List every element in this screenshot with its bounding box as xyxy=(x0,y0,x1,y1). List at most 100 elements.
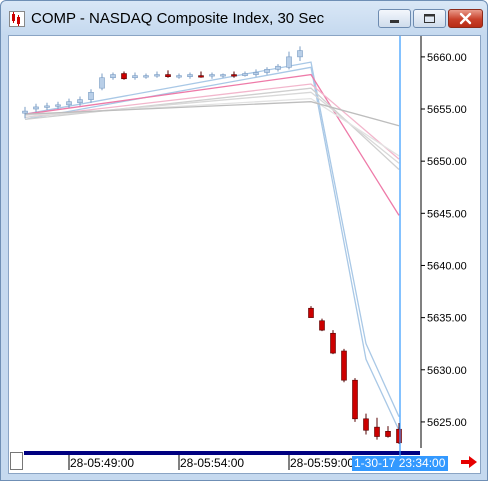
moving-average-line xyxy=(24,83,400,160)
time-axis-band xyxy=(24,451,420,455)
candle-body xyxy=(66,101,72,106)
y-tick-label: 5640.00 xyxy=(427,260,467,272)
candle-body xyxy=(330,332,336,354)
moving-average-line xyxy=(24,61,400,417)
moving-average-line xyxy=(24,91,400,164)
candle-body xyxy=(22,110,28,114)
candle xyxy=(253,69,259,77)
candlestick-chart[interactable]: 5660.00 5655.00 5650.00 5645.00 5640.00 5635.… xyxy=(9,36,480,473)
candle-body xyxy=(363,418,369,431)
scroll-thumb[interactable] xyxy=(10,452,23,470)
candle xyxy=(341,348,347,383)
x-tick-label: 28-05:49:00 xyxy=(70,456,134,470)
candle xyxy=(132,72,138,80)
candle-body xyxy=(187,74,193,77)
candle-body xyxy=(176,75,182,78)
candle xyxy=(209,72,215,79)
candle xyxy=(121,71,127,80)
candle xyxy=(33,103,39,113)
candle xyxy=(231,71,237,78)
candle xyxy=(198,71,204,78)
candle-body xyxy=(396,428,402,444)
candle-body xyxy=(275,65,281,70)
candle-body xyxy=(319,320,325,331)
y-tick-label: 5650.00 xyxy=(427,156,467,168)
candle xyxy=(374,417,380,440)
candle xyxy=(286,51,292,70)
scroll-right-arrow-icon[interactable] xyxy=(459,452,479,472)
candle xyxy=(330,330,336,355)
maximize-button[interactable] xyxy=(413,9,446,28)
candle xyxy=(176,73,182,79)
y-tick-label: 5655.00 xyxy=(427,104,467,116)
minimize-button[interactable] xyxy=(378,9,411,28)
cursor-time-label: 1-30-17 23:34:00 xyxy=(352,456,448,471)
candle xyxy=(308,306,314,318)
candle-body xyxy=(198,75,204,78)
candle-body xyxy=(374,426,380,437)
y-tick-label: 5660.00 xyxy=(427,52,467,64)
candle xyxy=(352,378,358,422)
candle xyxy=(220,73,226,78)
y-tick-label: 5630.00 xyxy=(427,365,467,377)
title-bar[interactable]: COMP - NASDAQ Composite Index, 30 Sec xyxy=(1,1,487,35)
candle xyxy=(187,72,193,79)
candle xyxy=(22,106,28,119)
candle-body xyxy=(132,75,138,79)
candle xyxy=(264,67,270,75)
x-tick-label: 28-05:54:00 xyxy=(180,456,244,470)
candle-body xyxy=(297,50,303,58)
chart-app-icon[interactable] xyxy=(9,11,25,27)
candle xyxy=(319,318,325,332)
close-button[interactable] xyxy=(448,9,483,28)
y-tick-label: 5645.00 xyxy=(427,208,467,220)
x-tick-label: 28-05:59:00 xyxy=(290,456,354,470)
y-tick-label: 5635.00 xyxy=(427,313,467,325)
candle-body xyxy=(220,74,226,77)
candle-body xyxy=(253,72,259,75)
candle xyxy=(165,70,171,78)
candle xyxy=(385,426,391,438)
candle-body xyxy=(341,350,347,381)
candle-body xyxy=(110,74,116,79)
moving-average-line xyxy=(24,66,400,431)
moving-average-line xyxy=(24,97,400,157)
window-title: COMP - NASDAQ Composite Index, 30 Sec xyxy=(31,10,325,27)
candle-body xyxy=(143,75,149,78)
candle-body xyxy=(231,74,237,77)
candle xyxy=(44,102,50,111)
candle-body xyxy=(308,307,314,318)
y-tick-label: 5625.00 xyxy=(427,417,467,429)
candle-body xyxy=(154,74,160,77)
candle xyxy=(396,422,402,444)
close-icon xyxy=(459,12,472,25)
minimize-icon xyxy=(390,20,399,23)
candle-body xyxy=(385,431,391,437)
moving-average-line xyxy=(24,101,400,127)
candle xyxy=(363,413,369,435)
candle xyxy=(154,71,160,78)
candle xyxy=(88,89,94,103)
candle xyxy=(275,64,281,72)
candle xyxy=(242,71,248,77)
candle xyxy=(110,72,116,80)
candle-body xyxy=(44,105,50,108)
candle-body xyxy=(242,73,248,76)
candle-body xyxy=(121,73,127,80)
candle-body xyxy=(77,99,83,104)
candle xyxy=(297,46,303,62)
moving-average-line xyxy=(24,73,400,216)
candle-body xyxy=(99,77,105,89)
candle-body xyxy=(88,92,94,100)
candle-body xyxy=(33,106,39,110)
chart-area[interactable]: 5660.00 5655.00 5650.00 5645.00 5640.00 5635.… xyxy=(8,35,481,474)
candle xyxy=(77,96,83,106)
candle xyxy=(143,73,149,79)
candle xyxy=(99,73,105,91)
candle-body xyxy=(55,104,61,107)
candle-body xyxy=(264,69,270,73)
candle-body xyxy=(165,74,171,77)
candle-body xyxy=(286,56,292,68)
candle-body xyxy=(209,74,215,77)
